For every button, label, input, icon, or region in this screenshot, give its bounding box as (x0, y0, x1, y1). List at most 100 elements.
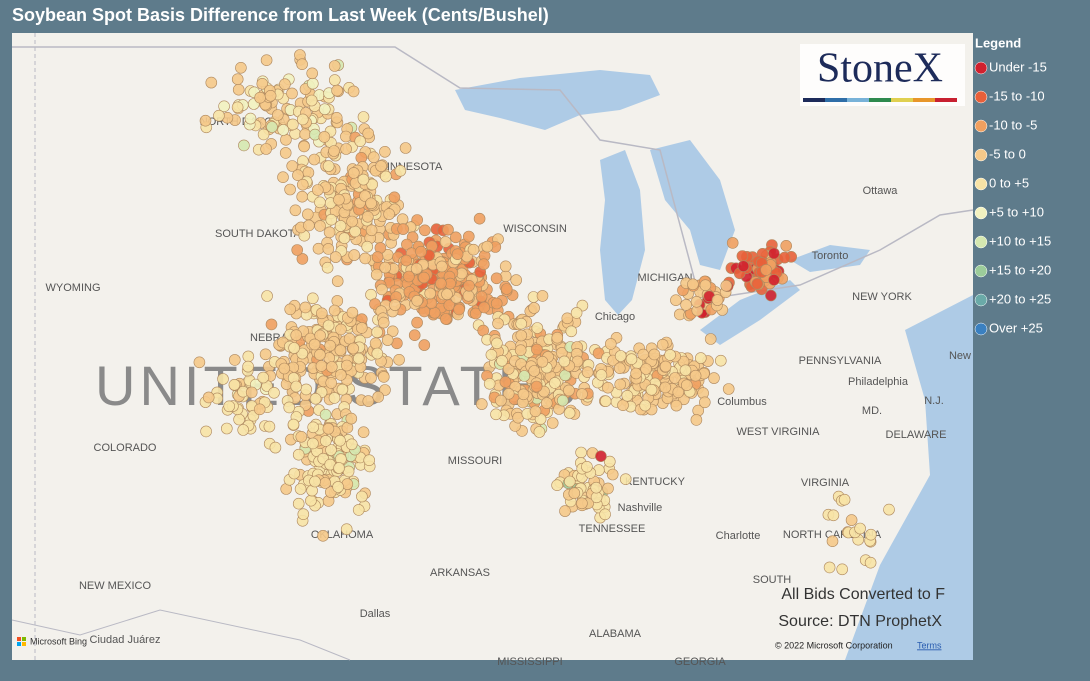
bid-dot (467, 243, 480, 256)
bid-dot (319, 408, 332, 421)
bid-dot (440, 313, 452, 325)
bid-dot (708, 372, 720, 384)
place-label: Ottawa (863, 185, 899, 197)
place-label: WISCONSIN (503, 223, 567, 235)
bid-dot (325, 361, 338, 373)
bid-dot (411, 316, 423, 329)
bid-dot (625, 353, 638, 366)
bid-dot (290, 380, 303, 393)
bid-dot (531, 343, 543, 356)
bid-dot (314, 220, 326, 232)
bid-dot (340, 143, 352, 155)
bid-dot (639, 399, 652, 412)
bid-dot (502, 387, 515, 400)
place-label: Toronto (812, 250, 849, 262)
note: All Bids Converted to F (781, 586, 945, 603)
bid-dot (278, 362, 291, 375)
bid-dot (570, 307, 583, 319)
bid-dot (318, 131, 331, 143)
bid-dot (485, 348, 498, 361)
bid-dot (349, 225, 361, 238)
bid-dot (575, 446, 587, 459)
bid-dot (229, 354, 241, 366)
bid-dot (864, 556, 877, 569)
bid-dot (435, 277, 447, 290)
bid-dot (312, 242, 325, 255)
bid-dot (231, 101, 244, 114)
legend-swatch (974, 119, 988, 133)
bid-dot (363, 454, 376, 467)
bid-dot (499, 376, 512, 388)
bid-dot (303, 219, 315, 232)
bid-dot (288, 467, 301, 480)
bid-dot (736, 250, 749, 262)
bid-dot (292, 497, 305, 510)
place-label: NEW YORK (852, 291, 912, 303)
bid-dot (411, 294, 424, 307)
bid-dot (648, 348, 661, 361)
bid-dot (621, 389, 634, 402)
bid-dot (481, 240, 494, 253)
bid-dot (399, 142, 412, 154)
bid-dot (617, 399, 629, 412)
bid-dot (322, 422, 335, 435)
bid-dot (778, 251, 791, 264)
bid-dot (424, 287, 437, 300)
bid-dot (301, 208, 314, 221)
legend-swatch (974, 61, 988, 75)
bid-dot (517, 388, 530, 401)
terms-link[interactable]: Terms (917, 640, 942, 650)
bid-dot (371, 326, 383, 339)
bid-dot (462, 230, 475, 243)
bid-dot (354, 135, 367, 147)
bid-dot (463, 279, 475, 292)
bid-dot (613, 362, 626, 375)
bid-dot (365, 197, 377, 210)
bid-dot (324, 339, 336, 352)
bid-dot (322, 243, 335, 255)
bid-dot (515, 329, 528, 342)
bid-dot (602, 381, 614, 394)
bid-dot (751, 277, 764, 290)
bid-dot (291, 244, 304, 256)
bid-dot (288, 342, 300, 354)
bid-dot (362, 395, 375, 407)
bid-dot (331, 84, 343, 97)
bid-dot (213, 109, 225, 122)
bid-dot (286, 87, 298, 100)
bid-dot (328, 74, 341, 86)
bing-logo (22, 637, 26, 641)
bid-dot (475, 290, 488, 303)
bid-dot (451, 248, 464, 260)
bid-dot (334, 344, 347, 357)
bid-dot (491, 337, 503, 350)
bid-dot (264, 90, 277, 102)
bid-dot (352, 352, 365, 365)
legend-swatch (974, 90, 988, 104)
bid-dot (502, 363, 515, 375)
bid-dot (306, 292, 319, 305)
bid-dot (299, 128, 311, 140)
logo-stripes (803, 98, 957, 102)
place-label: PENNSYLVANIA (799, 355, 882, 367)
bid-dot (372, 391, 385, 403)
bid-dot (379, 146, 391, 158)
bid-dot (254, 91, 266, 104)
legend-title: Legend (975, 35, 1021, 50)
bid-dot (231, 73, 244, 85)
place-label: MICHIGAN (638, 272, 693, 284)
bid-dot (672, 386, 685, 399)
bid-dot (244, 112, 257, 125)
place-label: N.J. (924, 395, 944, 407)
bid-dot (295, 430, 308, 443)
bid-dot (838, 493, 851, 506)
place-label: MISSOURI (448, 455, 502, 467)
bid-dot (340, 523, 353, 536)
bid-dot (765, 289, 777, 302)
bid-dot (603, 455, 616, 468)
bid-dot (711, 294, 724, 306)
bid-dot (284, 303, 297, 316)
bid-dot (563, 384, 575, 397)
bid-dot (689, 369, 702, 382)
bid-dot (540, 397, 553, 409)
